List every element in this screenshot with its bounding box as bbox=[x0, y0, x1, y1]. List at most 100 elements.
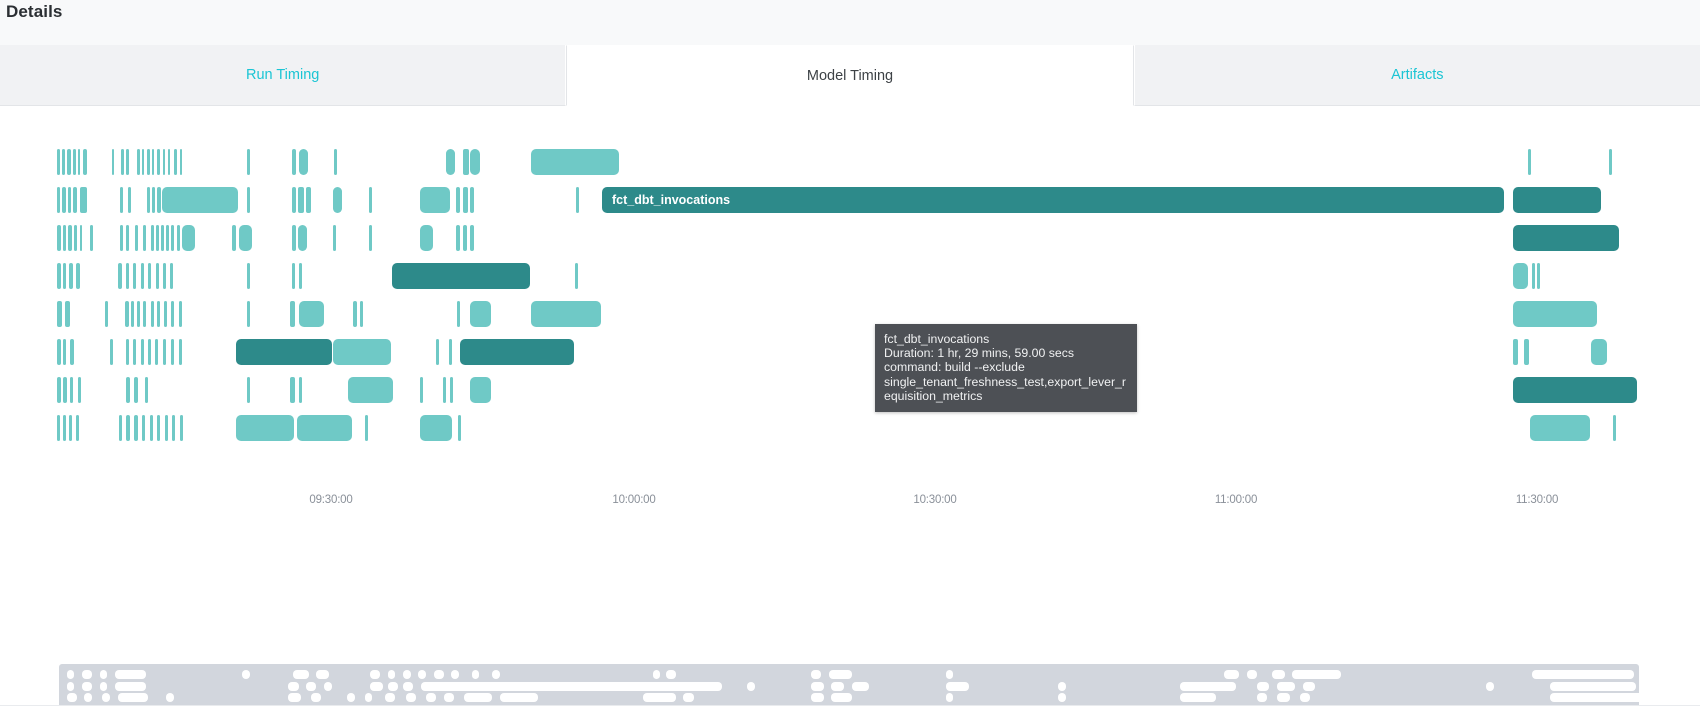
gantt-bar[interactable] bbox=[80, 187, 87, 213]
gantt-bar[interactable] bbox=[148, 263, 151, 289]
tab-model-timing[interactable]: Model Timing bbox=[566, 45, 1134, 106]
gantt-bar[interactable] bbox=[63, 339, 66, 365]
gantt-bar[interactable] bbox=[1613, 415, 1616, 441]
gantt-bar[interactable] bbox=[57, 263, 61, 289]
gantt-bar[interactable] bbox=[78, 149, 80, 175]
gantt-bar[interactable] bbox=[1524, 339, 1529, 365]
gantt-bar[interactable] bbox=[133, 339, 136, 365]
gantt-bar[interactable] bbox=[456, 187, 460, 213]
gantt-bar[interactable] bbox=[74, 225, 77, 251]
gantt-bar[interactable] bbox=[134, 415, 138, 441]
gantt-bar[interactable] bbox=[457, 301, 460, 327]
gantt-bar[interactable] bbox=[299, 263, 302, 289]
gantt-bar[interactable] bbox=[62, 187, 66, 213]
gantt-bar[interactable] bbox=[65, 301, 70, 327]
gantt-bar[interactable] bbox=[70, 339, 74, 365]
gantt-bar[interactable] bbox=[163, 339, 166, 365]
gantt-bar[interactable] bbox=[1513, 263, 1528, 289]
gantt-bar[interactable] bbox=[68, 225, 72, 251]
gantt-bar[interactable] bbox=[575, 263, 578, 289]
gantt-bar[interactable] bbox=[68, 187, 71, 213]
gantt-bar[interactable] bbox=[134, 377, 138, 403]
gantt-bar[interactable] bbox=[1513, 187, 1601, 213]
gantt-bar[interactable] bbox=[299, 301, 324, 327]
gantt-bar[interactable] bbox=[333, 339, 391, 365]
gantt-bar[interactable] bbox=[151, 225, 154, 251]
gantt-bar[interactable] bbox=[119, 415, 122, 441]
tab-artifacts[interactable]: Artifacts bbox=[1133, 45, 1700, 106]
gantt-bar[interactable] bbox=[164, 301, 167, 327]
gantt-bar[interactable] bbox=[353, 301, 357, 327]
gantt-bar[interactable] bbox=[348, 377, 393, 403]
gantt-bar[interactable] bbox=[365, 415, 368, 441]
gantt-bar[interactable] bbox=[143, 225, 146, 251]
gantt-bar[interactable] bbox=[531, 149, 619, 175]
gantt-bar[interactable] bbox=[121, 149, 124, 175]
gantt-bar[interactable] bbox=[162, 187, 238, 213]
gantt-bar[interactable] bbox=[62, 149, 65, 175]
gantt-bar[interactable] bbox=[297, 415, 352, 441]
gantt-bar[interactable] bbox=[236, 339, 332, 365]
gantt-bar[interactable] bbox=[152, 149, 154, 175]
gantt-bar[interactable] bbox=[63, 415, 66, 441]
gantt-bar[interactable] bbox=[172, 415, 175, 441]
gantt-bar[interactable] bbox=[166, 225, 169, 251]
gantt-bar[interactable] bbox=[360, 301, 363, 327]
gantt-bar[interactable] bbox=[126, 225, 129, 251]
gantt-bar[interactable] bbox=[151, 301, 154, 327]
gantt-bar[interactable] bbox=[333, 187, 342, 213]
gantt-bar[interactable] bbox=[70, 377, 73, 403]
gantt-bar[interactable] bbox=[57, 339, 61, 365]
gantt-bar[interactable] bbox=[57, 301, 62, 327]
gantt-bar[interactable] bbox=[420, 225, 433, 251]
gantt-bar[interactable] bbox=[128, 187, 131, 213]
gantt-bar[interactable] bbox=[135, 225, 138, 251]
gantt-bar[interactable] bbox=[141, 339, 144, 365]
gantt-bar[interactable] bbox=[531, 301, 601, 327]
gantt-bar[interactable] bbox=[126, 415, 130, 441]
gantt-bar[interactable] bbox=[1532, 263, 1535, 289]
gantt-bar[interactable] bbox=[306, 187, 311, 213]
gantt-bar[interactable] bbox=[125, 301, 129, 327]
gantt-bar[interactable] bbox=[1513, 301, 1597, 327]
gantt-bar[interactable] bbox=[450, 377, 453, 403]
gantt-bar[interactable] bbox=[247, 377, 250, 403]
gantt-bar[interactable] bbox=[145, 377, 148, 403]
gantt-bar[interactable] bbox=[292, 225, 296, 251]
gantt-bar[interactable] bbox=[420, 415, 452, 441]
gantt-bar[interactable] bbox=[420, 187, 450, 213]
gantt-bar[interactable] bbox=[420, 377, 423, 403]
gantt-bar[interactable] bbox=[76, 415, 79, 441]
gantt-bar[interactable] bbox=[157, 149, 160, 175]
gantt-bar[interactable] bbox=[67, 149, 71, 175]
gantt-bar[interactable] bbox=[470, 225, 474, 251]
gantt-bar[interactable] bbox=[1537, 263, 1540, 289]
gantt-bar[interactable] bbox=[171, 339, 174, 365]
gantt-bar[interactable] bbox=[436, 339, 439, 365]
gantt-bar[interactable] bbox=[333, 225, 336, 251]
gantt-bar[interactable] bbox=[157, 415, 160, 441]
gantt-bar[interactable] bbox=[334, 149, 337, 175]
gantt-bar[interactable] bbox=[299, 149, 308, 175]
gantt-bar[interactable] bbox=[292, 187, 296, 213]
gantt-bar[interactable] bbox=[247, 187, 250, 213]
gantt-bar[interactable] bbox=[232, 225, 236, 251]
gantt-bar[interactable] bbox=[155, 339, 158, 365]
gantt-bar[interactable] bbox=[1513, 377, 1637, 403]
gantt-bar[interactable] bbox=[1591, 339, 1607, 365]
gantt-bar[interactable] bbox=[460, 339, 574, 365]
gantt-bar[interactable] bbox=[120, 225, 123, 251]
gantt-bar[interactable] bbox=[73, 149, 76, 175]
gantt-bar[interactable] bbox=[69, 415, 72, 441]
tab-run-timing[interactable]: Run Timing bbox=[0, 45, 567, 106]
gantt-bar[interactable] bbox=[57, 377, 61, 403]
gantt-bar[interactable] bbox=[463, 187, 468, 213]
gantt-bar[interactable] bbox=[239, 225, 252, 251]
gantt-bar[interactable] bbox=[179, 301, 182, 327]
gantt-bar[interactable] bbox=[392, 263, 530, 289]
gantt-bar[interactable] bbox=[131, 301, 134, 327]
gantt-bar[interactable] bbox=[73, 187, 77, 213]
gantt-bar[interactable] bbox=[182, 225, 195, 251]
gantt-bar[interactable] bbox=[133, 263, 136, 289]
gantt-bar[interactable] bbox=[83, 149, 87, 175]
